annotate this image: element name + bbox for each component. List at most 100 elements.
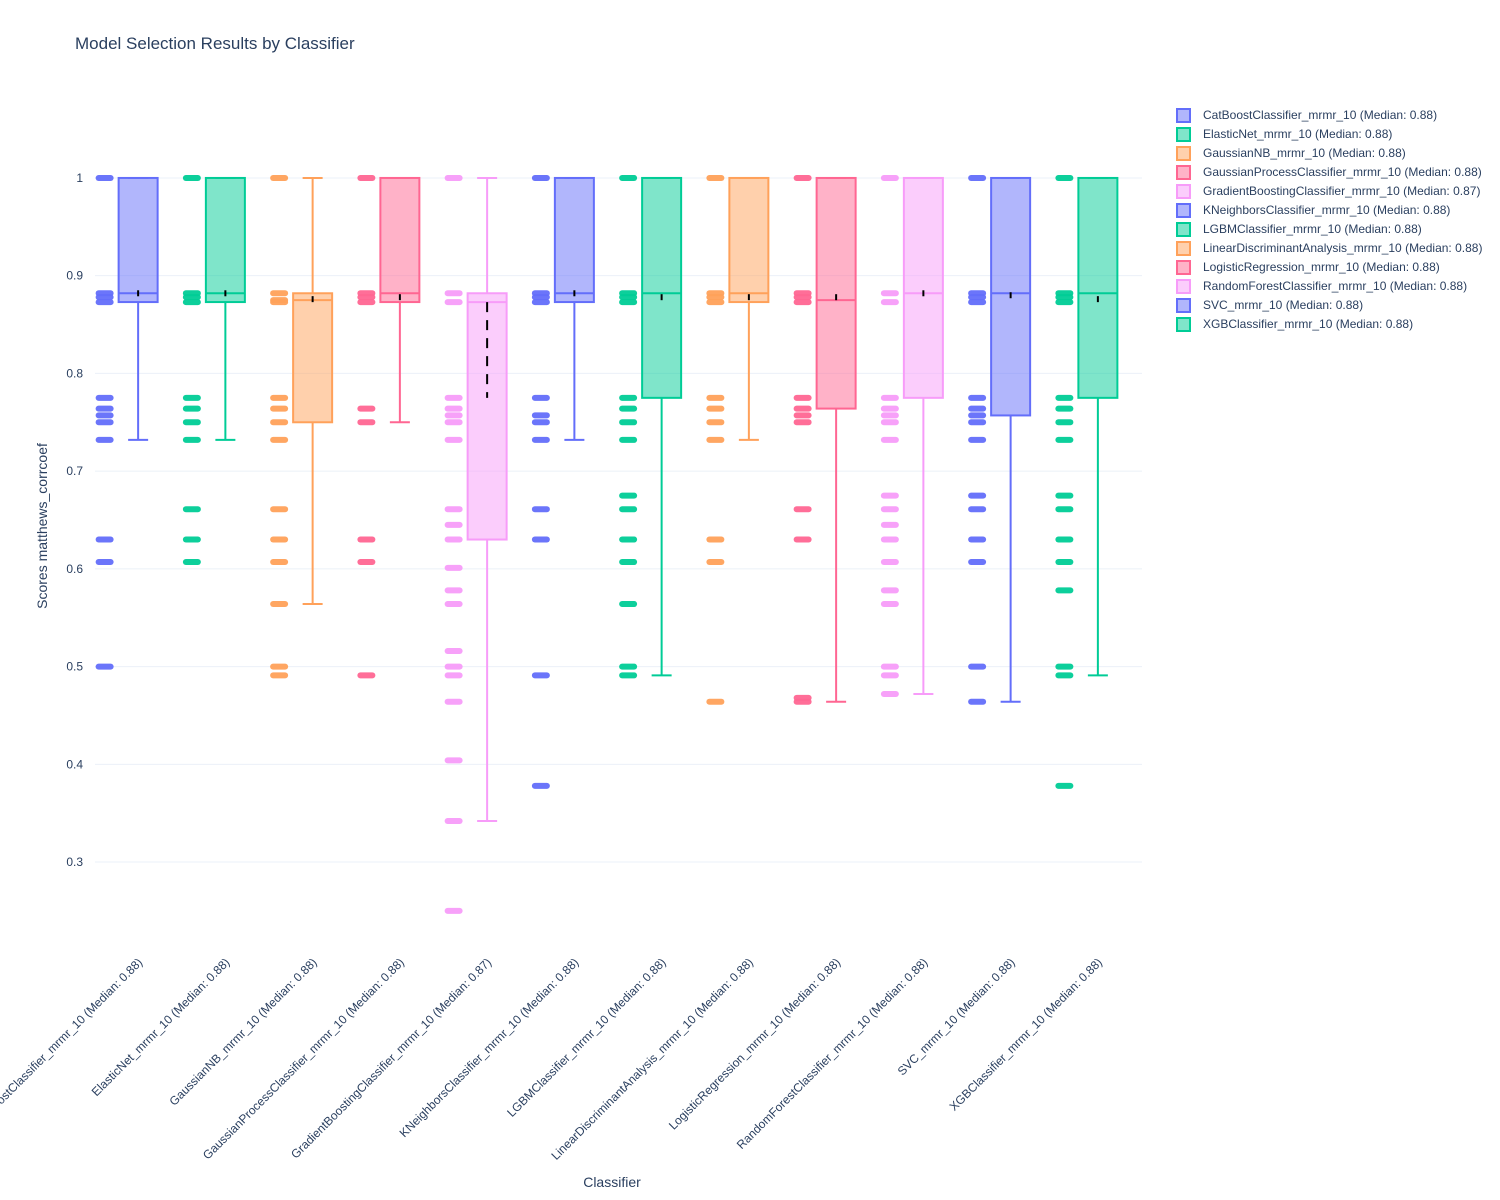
box-iqr[interactable] bbox=[379, 176, 421, 304]
legend-swatch bbox=[1176, 108, 1191, 123]
data-point bbox=[1055, 587, 1074, 594]
x-tick-label: GradientBoostingClassifier_mrmr_10 (Medi… bbox=[288, 955, 494, 1161]
legend-label: GradientBoostingClassifier_mrmr_10 (Medi… bbox=[1203, 184, 1480, 198]
data-point bbox=[968, 506, 987, 513]
box-iqr[interactable] bbox=[292, 292, 334, 424]
data-point bbox=[968, 663, 987, 670]
box-iqr[interactable] bbox=[1077, 176, 1119, 399]
data-point bbox=[619, 299, 638, 306]
data-point bbox=[182, 436, 201, 443]
box-group[interactable] bbox=[706, 174, 770, 705]
data-point bbox=[444, 647, 463, 654]
legend-label: SVC_mrmr_10 (Median: 0.88) bbox=[1203, 298, 1363, 312]
data-point bbox=[706, 559, 725, 566]
data-point bbox=[1055, 394, 1074, 401]
data-point bbox=[531, 299, 550, 306]
x-tick-label: GaussianProcessClassifier_mrmr_10 (Media… bbox=[200, 955, 407, 1162]
data-point bbox=[531, 782, 550, 789]
data-point bbox=[1055, 405, 1074, 412]
legend-item[interactable]: LGBMClassifier_mrmr_10 (Median: 0.88) bbox=[1176, 222, 1422, 237]
data-point bbox=[270, 601, 289, 608]
box-group[interactable] bbox=[793, 174, 857, 705]
box-iqr[interactable] bbox=[902, 176, 944, 399]
data-point bbox=[444, 907, 463, 914]
data-point bbox=[793, 294, 812, 301]
data-point bbox=[95, 412, 114, 419]
legend-item[interactable]: CatBoostClassifier_mrmr_10 (Median: 0.88… bbox=[1176, 108, 1437, 123]
legend-item[interactable]: ElasticNet_mrmr_10 (Median: 0.88) bbox=[1176, 127, 1392, 142]
data-point bbox=[619, 536, 638, 543]
data-point bbox=[270, 290, 289, 297]
box-iqr[interactable] bbox=[815, 176, 857, 410]
box-group[interactable] bbox=[357, 174, 421, 679]
data-point bbox=[706, 436, 725, 443]
legend-item[interactable]: LinearDiscriminantAnalysis_mrmr_10 (Medi… bbox=[1176, 241, 1482, 256]
x-tick-label: CatBoostClassifier_mrmr_10 (Median: 0.88… bbox=[0, 955, 145, 1130]
legend-item[interactable]: RandomForestClassifier_mrmr_10 (Median: … bbox=[1176, 279, 1467, 294]
box-iqr[interactable] bbox=[117, 176, 159, 304]
data-point bbox=[793, 174, 812, 181]
data-point bbox=[444, 698, 463, 705]
data-point bbox=[357, 419, 376, 426]
box-group[interactable] bbox=[619, 174, 683, 679]
legend-swatch bbox=[1176, 184, 1191, 199]
data-point bbox=[95, 294, 114, 301]
legend-item[interactable]: KNeighborsClassifier_mrmr_10 (Median: 0.… bbox=[1176, 203, 1450, 218]
data-point bbox=[182, 174, 201, 181]
box-iqr[interactable] bbox=[641, 176, 683, 399]
box-iqr[interactable] bbox=[466, 292, 508, 541]
data-point bbox=[182, 536, 201, 543]
data-point bbox=[444, 587, 463, 594]
legend-swatch bbox=[1176, 317, 1191, 332]
legend-item[interactable]: SVC_mrmr_10 (Median: 0.88) bbox=[1176, 298, 1363, 313]
box-iqr[interactable] bbox=[553, 176, 595, 304]
box-group[interactable] bbox=[1055, 174, 1119, 789]
data-point bbox=[531, 536, 550, 543]
box-iqr[interactable] bbox=[204, 176, 246, 304]
data-point bbox=[270, 299, 289, 306]
legend[interactable]: CatBoostClassifier_mrmr_10 (Median: 0.88… bbox=[1176, 108, 1482, 332]
data-point bbox=[182, 506, 201, 513]
x-tick-label: RandomForestClassifier_mrmr_10 (Median: … bbox=[734, 955, 931, 1152]
data-point bbox=[1055, 419, 1074, 426]
data-point bbox=[270, 506, 289, 513]
data-point bbox=[619, 405, 638, 412]
data-point bbox=[444, 672, 463, 679]
box-group[interactable] bbox=[531, 174, 595, 789]
box-group[interactable] bbox=[182, 174, 246, 566]
box-group[interactable] bbox=[444, 174, 508, 914]
x-tick-label: LogisticRegression_mrmr_10 (Median: 0.88… bbox=[666, 955, 843, 1132]
legend-item[interactable]: LogisticRegression_mrmr_10 (Median: 0.88… bbox=[1176, 260, 1440, 275]
data-point bbox=[357, 294, 376, 301]
data-point bbox=[968, 294, 987, 301]
legend-item[interactable]: XGBClassifier_mrmr_10 (Median: 0.88) bbox=[1176, 317, 1413, 332]
box-group[interactable] bbox=[880, 174, 944, 697]
data-point bbox=[531, 294, 550, 301]
legend-label: RandomForestClassifier_mrmr_10 (Median: … bbox=[1203, 279, 1467, 293]
box-iqr[interactable] bbox=[728, 176, 770, 304]
data-point bbox=[706, 536, 725, 543]
legend-item[interactable]: GaussianProcessClassifier_mrmr_10 (Media… bbox=[1176, 165, 1482, 180]
data-point bbox=[531, 672, 550, 679]
data-point bbox=[968, 405, 987, 412]
legend-label: ElasticNet_mrmr_10 (Median: 0.88) bbox=[1203, 127, 1392, 141]
legend-swatch bbox=[1176, 165, 1191, 180]
legend-item[interactable]: GaussianNB_mrmr_10 (Median: 0.88) bbox=[1176, 146, 1406, 161]
box-group[interactable] bbox=[270, 174, 334, 679]
box-group[interactable] bbox=[95, 174, 159, 670]
data-point bbox=[444, 290, 463, 297]
legend-swatch bbox=[1176, 279, 1191, 294]
legend-item[interactable]: GradientBoostingClassifier_mrmr_10 (Medi… bbox=[1176, 184, 1480, 199]
data-point bbox=[357, 559, 376, 566]
x-tick-label: KNeighborsClassifier_mrmr_10 (Median: 0.… bbox=[397, 955, 582, 1140]
y-tick-label: 0.5 bbox=[66, 660, 83, 674]
y-axis-title: Scores matthews_corrcoef bbox=[34, 443, 50, 609]
box-group[interactable] bbox=[968, 174, 1032, 705]
data-point bbox=[880, 536, 899, 543]
data-point bbox=[880, 690, 899, 697]
data-point bbox=[182, 299, 201, 306]
x-tick-label: XGBClassifier_mrmr_10 (Median: 0.88) bbox=[947, 955, 1105, 1113]
data-point bbox=[444, 412, 463, 419]
data-point bbox=[880, 405, 899, 412]
